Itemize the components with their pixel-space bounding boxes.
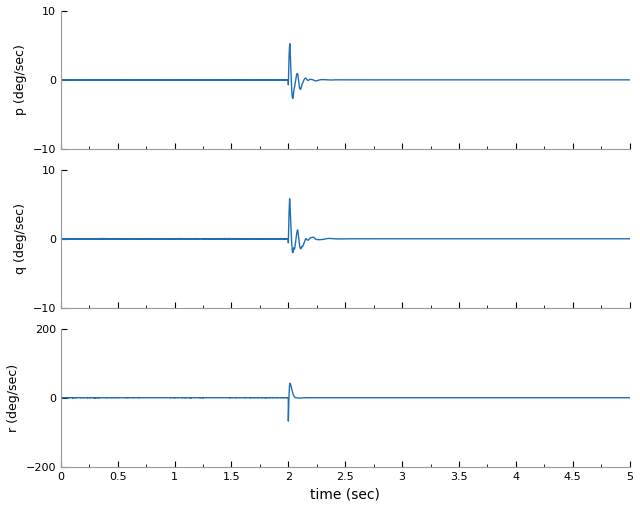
Y-axis label: p (deg/sec): p (deg/sec) (14, 44, 27, 115)
X-axis label: time (sec): time (sec) (310, 487, 380, 501)
Y-axis label: r (deg/sec): r (deg/sec) (7, 364, 20, 432)
Y-axis label: q (deg/sec): q (deg/sec) (14, 203, 27, 274)
